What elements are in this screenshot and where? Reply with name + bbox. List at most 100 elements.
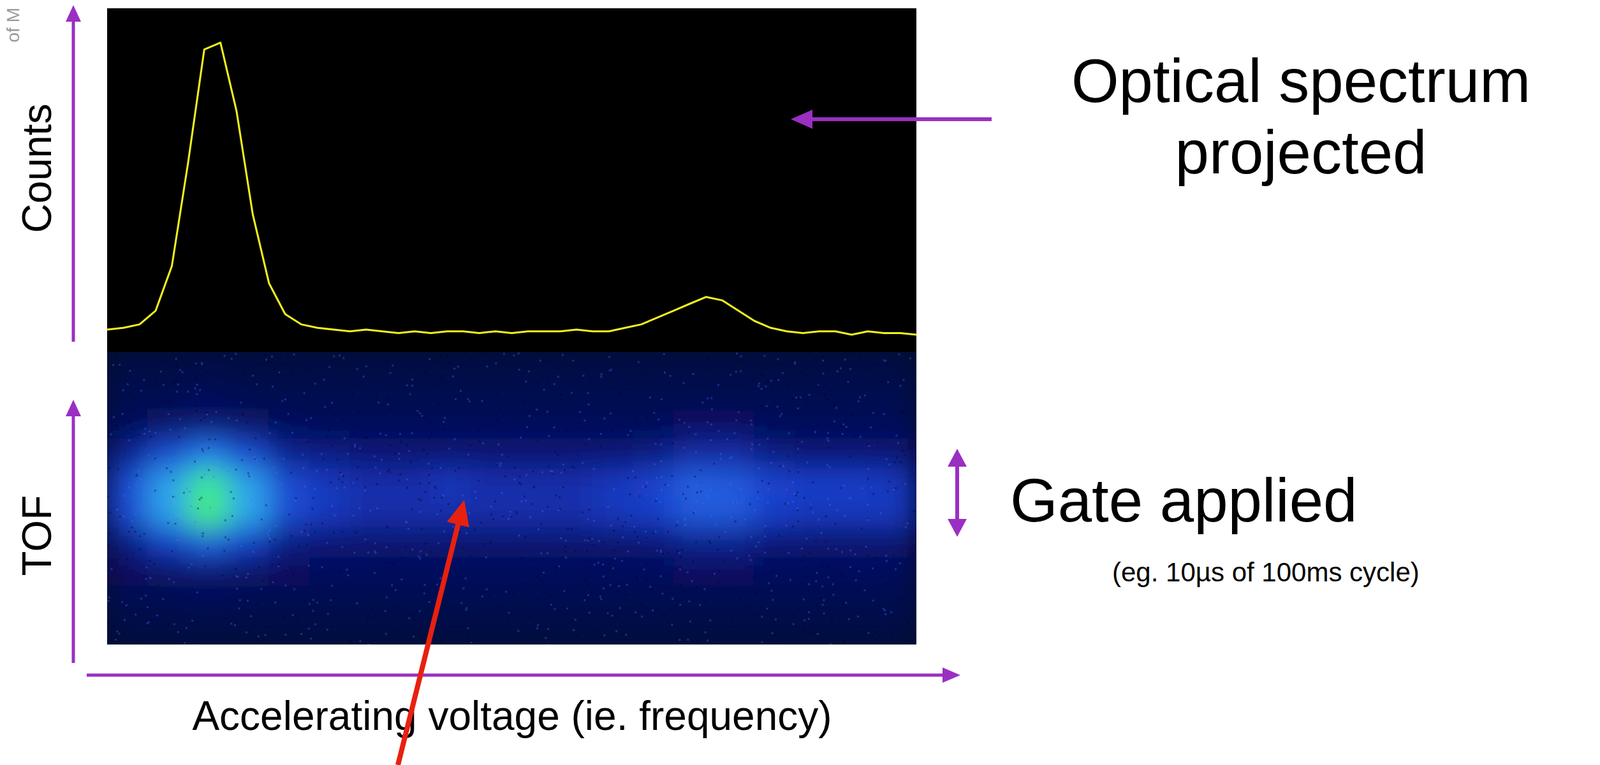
speckle bbox=[143, 433, 146, 435]
speckle bbox=[123, 418, 126, 421]
speckle bbox=[855, 579, 858, 582]
spectrum-line bbox=[107, 42, 917, 335]
speckle bbox=[899, 461, 902, 463]
speckle bbox=[807, 589, 810, 592]
speckle bbox=[737, 411, 740, 414]
speckle bbox=[174, 496, 177, 499]
speckle bbox=[201, 535, 204, 538]
speckle bbox=[823, 612, 826, 615]
speckle bbox=[368, 644, 371, 645]
speckle bbox=[667, 484, 669, 487]
speckle bbox=[894, 487, 897, 490]
speckle bbox=[275, 471, 278, 474]
speckle bbox=[293, 353, 296, 356]
speckle bbox=[693, 401, 696, 404]
speckle bbox=[371, 594, 374, 597]
speckle bbox=[600, 373, 602, 376]
speckle bbox=[260, 587, 263, 590]
speckle bbox=[388, 468, 391, 471]
speckle bbox=[294, 499, 297, 502]
speckle bbox=[168, 578, 171, 581]
speckle bbox=[277, 565, 280, 568]
heat-cell bbox=[754, 380, 796, 411]
speckle bbox=[293, 588, 296, 591]
speckle bbox=[865, 545, 868, 548]
speckle bbox=[692, 512, 695, 514]
speckle bbox=[788, 469, 791, 472]
heat-cell bbox=[551, 352, 593, 382]
heat-cell bbox=[875, 352, 917, 382]
speckle bbox=[760, 404, 763, 407]
speckle bbox=[816, 423, 819, 426]
speckle bbox=[607, 506, 610, 509]
heat-cell bbox=[713, 380, 755, 411]
speckle bbox=[744, 518, 747, 521]
speckle bbox=[240, 545, 243, 548]
speckle bbox=[255, 383, 258, 386]
speckle bbox=[454, 606, 457, 609]
speckle bbox=[694, 433, 697, 436]
speckle bbox=[139, 478, 141, 481]
speckle bbox=[593, 563, 596, 566]
speckle bbox=[803, 496, 806, 499]
speckle bbox=[729, 484, 732, 486]
speckle bbox=[634, 611, 637, 614]
speckle bbox=[581, 462, 584, 465]
heat-cell bbox=[632, 468, 674, 499]
heat-cell bbox=[713, 527, 755, 558]
speckle bbox=[284, 584, 287, 587]
speckle bbox=[128, 530, 131, 533]
speckle bbox=[770, 632, 773, 635]
speckle bbox=[800, 370, 803, 373]
speckle bbox=[478, 440, 481, 442]
heat-cell bbox=[228, 556, 270, 587]
speckle bbox=[165, 467, 168, 470]
speckle bbox=[517, 630, 520, 632]
speckle bbox=[178, 436, 181, 439]
heat-cell bbox=[875, 380, 917, 411]
speckle bbox=[729, 626, 732, 629]
speckle bbox=[284, 633, 287, 636]
heat-cell bbox=[713, 615, 755, 645]
speckle bbox=[646, 563, 649, 566]
speckle bbox=[327, 613, 330, 616]
speckle bbox=[688, 425, 690, 428]
speckle bbox=[230, 491, 233, 493]
speckle bbox=[522, 371, 525, 374]
speckle bbox=[232, 396, 235, 399]
speckle bbox=[288, 513, 291, 516]
heat-cell bbox=[390, 498, 432, 529]
speckle bbox=[418, 412, 421, 415]
speckle bbox=[756, 614, 759, 617]
speckle bbox=[174, 522, 177, 525]
speckle bbox=[841, 433, 844, 435]
speckle bbox=[248, 477, 251, 479]
speckle bbox=[694, 510, 697, 513]
speckle bbox=[684, 524, 687, 527]
speckle bbox=[366, 617, 369, 620]
heat-cell bbox=[187, 439, 229, 470]
heat-cell bbox=[471, 586, 513, 617]
speckle bbox=[754, 575, 757, 578]
speckle bbox=[397, 604, 400, 607]
speckle bbox=[183, 427, 186, 430]
speckle bbox=[621, 536, 624, 539]
speckle bbox=[885, 554, 888, 557]
speckle bbox=[439, 355, 442, 358]
speckle bbox=[461, 494, 464, 497]
speckle bbox=[631, 470, 634, 473]
speckle bbox=[596, 628, 599, 631]
heat-cell bbox=[147, 498, 189, 529]
speckle bbox=[223, 355, 226, 358]
speckle bbox=[832, 583, 835, 586]
heat-cell bbox=[147, 439, 189, 470]
speckle bbox=[770, 424, 773, 427]
speckle bbox=[487, 423, 490, 426]
heat-cell bbox=[794, 498, 836, 529]
speckle bbox=[529, 516, 532, 519]
speckle bbox=[313, 531, 316, 534]
speckle bbox=[557, 375, 560, 378]
speckle bbox=[128, 486, 131, 489]
speckle bbox=[765, 405, 768, 408]
speckle bbox=[371, 608, 374, 611]
